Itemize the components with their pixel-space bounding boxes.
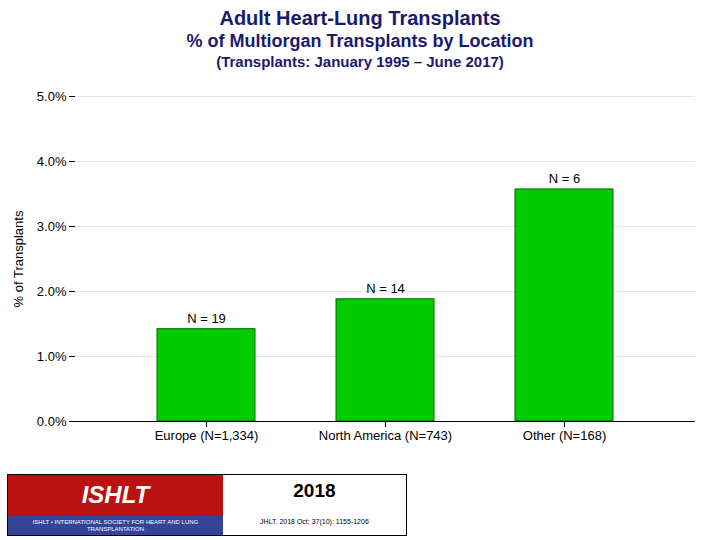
html-text:ISHLT: ISHLT	[81, 481, 150, 508]
svg-text:1.0%: 1.0%	[37, 349, 67, 364]
html-text:ISHLT • INTERNATIONAL SOCIETY: ISHLT • INTERNATIONAL SOCIETY FOR HEART …	[32, 518, 199, 532]
html-text:% of Multiorgan Transplants by: % of Multiorgan Transplants by Location	[186, 31, 534, 51]
svg-text:2.0%: 2.0%	[37, 284, 67, 299]
svg-text:Other (N=168): Other (N=168)	[523, 428, 606, 443]
svg-text:N = 19: N = 19	[187, 311, 226, 326]
svg-text:4.0%: 4.0%	[37, 154, 67, 169]
svg-text:Europe (N=1,334): Europe (N=1,334)	[155, 428, 259, 443]
svg-text:N = 14: N = 14	[366, 281, 405, 296]
html-text:2018: 2018	[293, 480, 336, 501]
html-text:JHLT. 2018 Oct; 37(10): 1155-1: JHLT. 2018 Oct; 37(10): 1155-1206	[260, 518, 369, 525]
svg-text:N = 6: N = 6	[549, 171, 580, 186]
svg-text:% of Transplants: % of Transplants	[11, 210, 26, 307]
svg-text:3.0%: 3.0%	[37, 219, 67, 234]
html-text:Adult Heart-Lung Transplants: Adult Heart-Lung Transplants	[219, 7, 501, 29]
svg-text:North America (N=743): North America (N=743)	[319, 428, 452, 443]
svg-text:0.0%: 0.0%	[37, 414, 67, 429]
svg-text:5.0%: 5.0%	[37, 89, 67, 104]
html-text:(Transplants: January 1995 – J: (Transplants: January 1995 – June 2017)	[216, 53, 504, 70]
